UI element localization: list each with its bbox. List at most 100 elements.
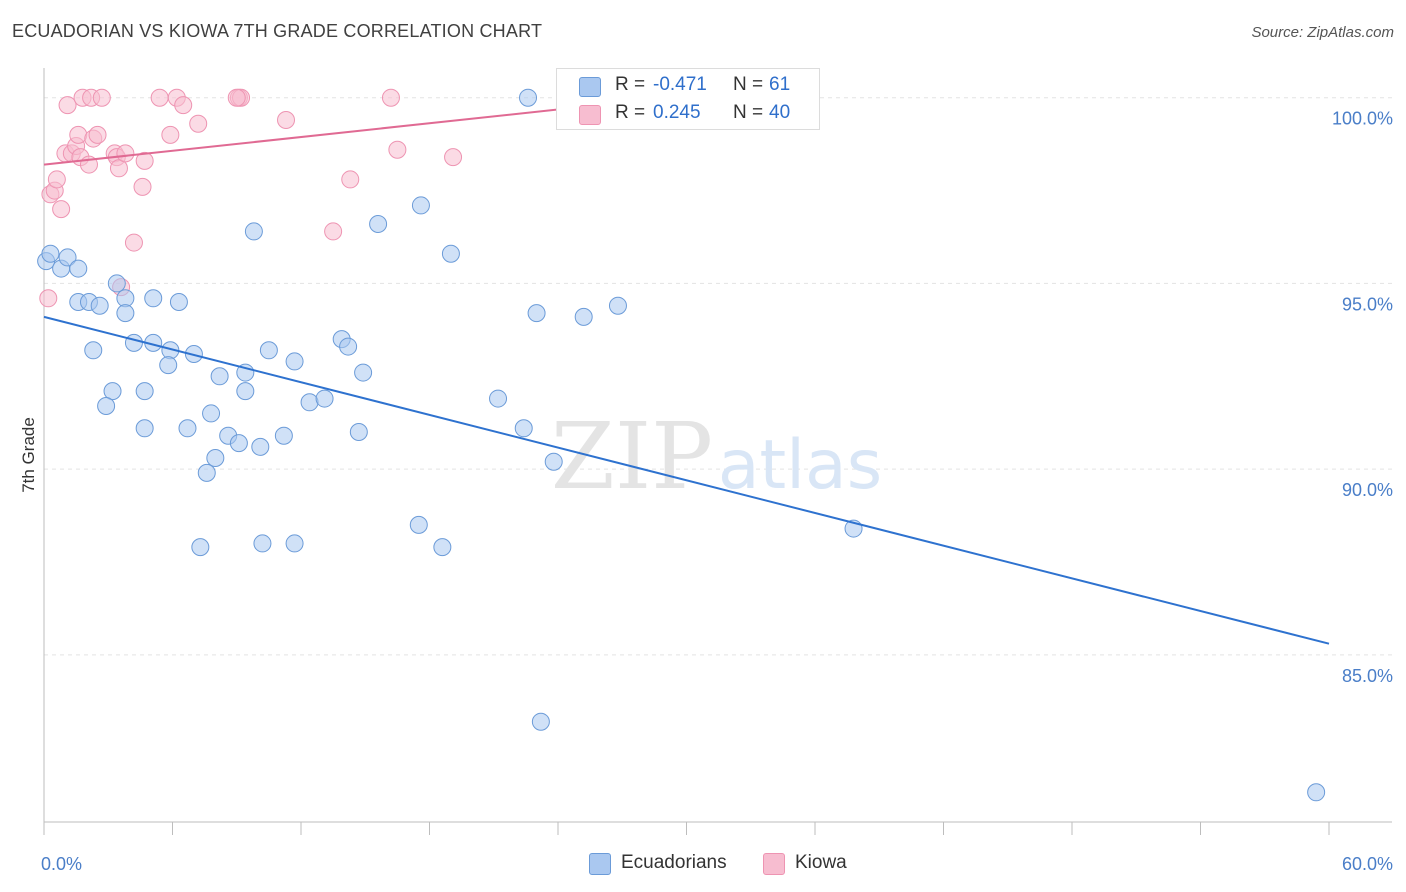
trend-lines xyxy=(43,100,1330,645)
ecuadorians-point xyxy=(489,389,508,408)
ecuadorians-point xyxy=(259,341,278,360)
kiowa-point xyxy=(161,125,180,144)
ecuadorians-point xyxy=(514,419,533,438)
watermark-atlas: atlas xyxy=(718,426,882,505)
n-label: N = xyxy=(733,74,764,95)
kiowa-point xyxy=(388,140,407,159)
ecuadorians-point xyxy=(178,419,197,438)
kiowa-point xyxy=(69,125,88,144)
ecuadorians-point xyxy=(608,296,627,315)
kiowa-trend-line xyxy=(43,100,634,166)
source-label: Source: ZipAtlas.com xyxy=(1251,24,1394,41)
ecuadorians-point xyxy=(253,534,272,553)
kiowa-point xyxy=(39,289,58,308)
n-label: N = xyxy=(733,102,764,123)
ecuadorians-point xyxy=(544,452,563,471)
ecuadorians-legend-swatch xyxy=(589,853,611,875)
y-axis-label: 7th Grade xyxy=(19,417,38,493)
watermark: ZIP atlas xyxy=(551,403,882,510)
ecuadorians-point xyxy=(531,712,550,731)
kiowa-point xyxy=(189,114,208,133)
series-kiowa xyxy=(39,88,636,308)
n-value: 40 xyxy=(769,102,791,123)
ecuadorians-point xyxy=(274,426,293,445)
kiowa-point xyxy=(52,200,71,219)
ecuadorians-point xyxy=(369,215,388,233)
ecuadorians-point xyxy=(285,352,304,371)
ecuadorians-point xyxy=(135,382,154,401)
axes xyxy=(43,68,1392,835)
ecuadorians-point xyxy=(69,259,88,278)
kiowa-point xyxy=(381,88,400,107)
kiowa-point xyxy=(47,170,66,189)
ecuadorians-point xyxy=(229,434,248,453)
ecuadorians-point xyxy=(349,423,368,441)
ecuadorians-point xyxy=(191,538,210,557)
kiowa-point xyxy=(124,233,143,252)
ecuadorians-point xyxy=(202,404,221,423)
ecuadorians-point xyxy=(244,222,263,241)
ecuadorians-point xyxy=(441,244,460,263)
y-tick-label: 100.0% xyxy=(1332,109,1393,129)
ecuadorians-point xyxy=(169,293,188,311)
ecuadorians-point xyxy=(236,382,255,401)
ecuadorians-point xyxy=(527,304,546,323)
kiowa-point xyxy=(227,88,246,107)
ecuadorians-point xyxy=(519,88,538,107)
series-legend: Ecuadorians Kiowa xyxy=(0,851,1406,879)
ecuadorians-point xyxy=(103,382,122,401)
kiowa-point xyxy=(133,177,152,196)
kiowa-point xyxy=(341,170,360,189)
ecuadorians-point xyxy=(90,296,109,315)
r-label: R = xyxy=(615,102,646,123)
ecuadorians-point xyxy=(574,307,593,326)
ecuadorians-point xyxy=(135,419,154,438)
ecuadorians-point xyxy=(1307,783,1326,802)
ecuadorians-point xyxy=(315,389,334,408)
kiowa-point xyxy=(58,96,77,115)
ecuadorians-point xyxy=(84,341,103,360)
legend-label: Kiowa xyxy=(795,852,847,873)
kiowa-legend-swatch xyxy=(763,853,785,875)
ecuadorians-point xyxy=(124,333,143,352)
stats-legend: R = -0.471 N = 61 R = 0.245 N = 40 xyxy=(556,68,820,130)
r-value: -0.471 xyxy=(653,74,707,95)
watermark-zip: ZIP xyxy=(551,403,713,510)
ecuadorians-point xyxy=(210,367,229,386)
ecuadorians-point xyxy=(58,248,77,267)
ecuadorians-point xyxy=(339,337,358,356)
kiowa-swatch xyxy=(579,105,601,125)
kiowa-point xyxy=(174,96,193,115)
kiowa-point xyxy=(109,159,128,178)
ecuadorians-point xyxy=(206,449,225,467)
ecuadorians-point xyxy=(144,289,163,308)
x-tick-label: 0.0% xyxy=(41,854,82,874)
ecuadorians-point xyxy=(285,534,304,553)
ecuadorians-point xyxy=(116,304,135,323)
y-tick-label: 90.0% xyxy=(1342,480,1393,500)
kiowa-point xyxy=(324,222,343,241)
kiowa-point xyxy=(116,144,135,163)
ecuadorians-point xyxy=(107,274,126,293)
series-ecuadorians xyxy=(37,88,1326,802)
ecuadorians-point xyxy=(433,538,452,557)
r-value: 0.245 xyxy=(653,102,701,123)
chart-title: ECUADORIAN VS KIOWA 7TH GRADE CORRELATIO… xyxy=(12,21,543,41)
tick-labels: 100.0% 95.0% 90.0% 85.0% 0.0% 60.0% xyxy=(41,109,1393,874)
ecuadorians-trend-line xyxy=(43,315,1330,645)
ecuadorians-point xyxy=(97,397,116,415)
r-label: R = xyxy=(615,74,646,95)
ecuadorians-point xyxy=(197,463,216,482)
ecuadorians-point xyxy=(354,363,373,382)
ecuadorians-point xyxy=(251,437,270,456)
ecuadorians-swatch xyxy=(579,77,601,97)
kiowa-point xyxy=(444,148,463,167)
ecuadorians-point xyxy=(409,515,428,534)
n-value: 61 xyxy=(769,74,791,95)
y-tick-label: 85.0% xyxy=(1342,666,1393,686)
kiowa-point xyxy=(150,88,169,107)
ecuadorians-point xyxy=(300,393,319,412)
ecuadorians-point xyxy=(411,196,430,215)
kiowa-point xyxy=(135,151,154,170)
kiowa-point xyxy=(88,125,107,144)
